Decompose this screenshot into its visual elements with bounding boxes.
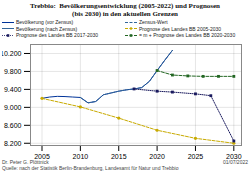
svg-text:2030: 2030 bbox=[226, 153, 242, 159]
html-text:= m + Prognose des Landes BB 2: = m + Prognose des Landes BB 2020-2030 bbox=[139, 32, 236, 38]
html-text:Prognose des Landes BB 2017-20: Prognose des Landes BB 2017-2030 bbox=[16, 32, 98, 38]
svg-text:10.200: 10.200 bbox=[2, 49, 22, 56]
html-text:Dr. Peter G. Plöttnick: Dr. Peter G. Plöttnick bbox=[2, 158, 49, 165]
html-text:01/07/2022: 01/07/2022 bbox=[223, 158, 248, 165]
svg-text:8.200: 8.200 bbox=[4, 139, 22, 146]
html-text:Quelle: nach der Statistik Ber: Quelle: nach der Statistik Berlin-Brande… bbox=[2, 164, 179, 171]
html-text:Prognose des Landes BB 2005-20: Prognose des Landes BB 2005-2030 bbox=[139, 25, 221, 32]
svg-text:2015: 2015 bbox=[111, 153, 127, 159]
svg-text:2025: 2025 bbox=[188, 153, 204, 159]
svg-text:8.600: 8.600 bbox=[4, 121, 22, 128]
svg-text:2020: 2020 bbox=[149, 153, 165, 159]
svg-text:2005: 2005 bbox=[34, 153, 50, 159]
html-text:Zensus-Wert: Zensus-Wert bbox=[139, 19, 168, 25]
svg-text:2010: 2010 bbox=[73, 153, 89, 159]
svg-text:9.800: 9.800 bbox=[4, 67, 22, 74]
html-text:Trebbio: Bevölkerungsentwicklu: Trebbio: Bevölkerungsentwicklung (2005-2… bbox=[30, 2, 220, 18]
html-text:Bevölkerung (vor Zensus): Bevölkerung (vor Zensus) bbox=[16, 19, 74, 25]
svg-text:9.000: 9.000 bbox=[4, 103, 22, 110]
html-text:Bevölkerung (nach Zensus): Bevölkerung (nach Zensus) bbox=[16, 25, 78, 32]
svg-text:9.400: 9.400 bbox=[4, 85, 22, 92]
